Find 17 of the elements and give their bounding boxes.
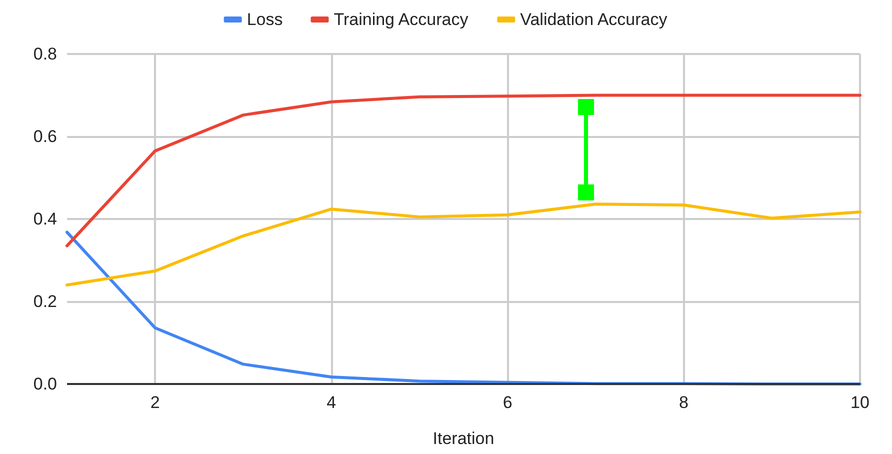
x-tick-label: 8 bbox=[679, 393, 689, 412]
x-tick-label: 6 bbox=[502, 393, 512, 412]
x-tick-label: 2 bbox=[150, 393, 160, 412]
x-tick-label: 4 bbox=[326, 393, 336, 412]
y-tick-label: 0.6 bbox=[33, 127, 57, 146]
y-tick-label: 0.4 bbox=[33, 210, 57, 228]
y-tick-label: 0.0 bbox=[33, 374, 57, 394]
legend-label: Loss bbox=[246, 10, 283, 29]
line-series bbox=[66, 94, 862, 248]
legend-label: Validation Accuracy bbox=[520, 10, 668, 29]
line-series bbox=[66, 230, 862, 386]
y-tick-label: 0.8 bbox=[33, 44, 57, 64]
x-axis-title: Iteration bbox=[432, 429, 494, 448]
x-tick-label: 10 bbox=[850, 393, 870, 412]
legend-label: Training Accuracy bbox=[334, 10, 469, 29]
line-series bbox=[66, 202, 862, 286]
y-tick-label: 0.2 bbox=[33, 292, 57, 311]
